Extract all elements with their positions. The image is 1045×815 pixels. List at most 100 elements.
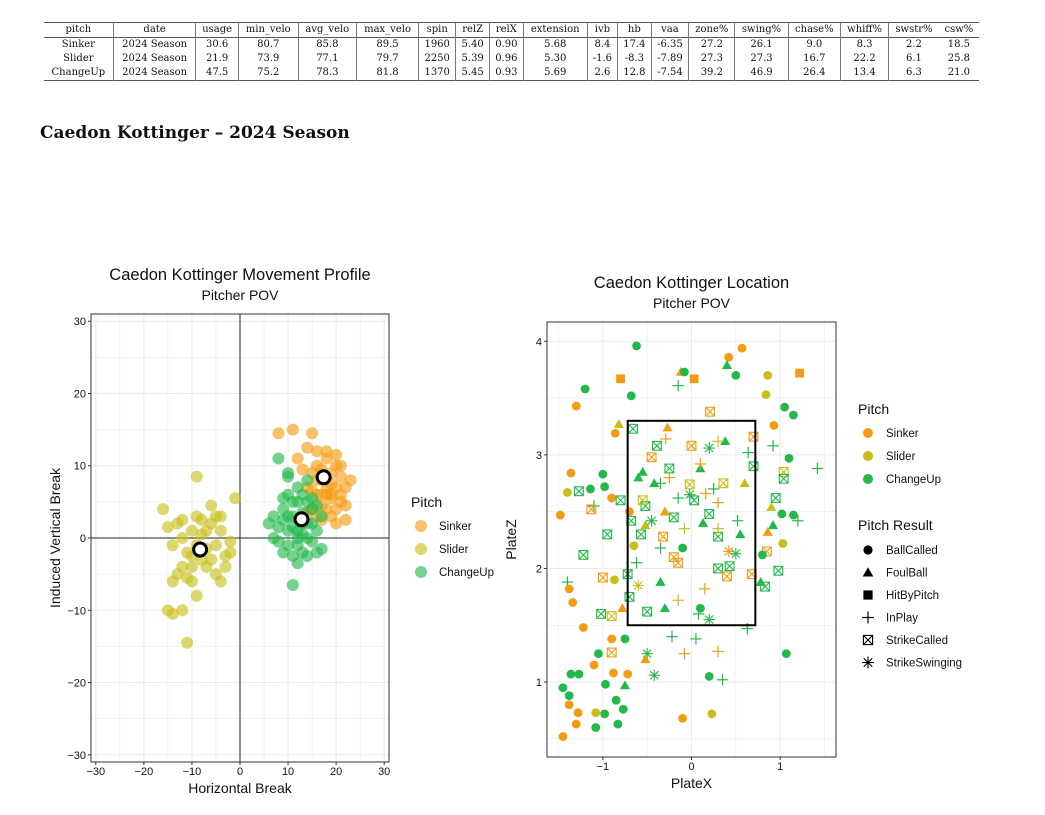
location-point: [704, 671, 714, 681]
location-point: [724, 352, 734, 362]
location-point: [601, 679, 610, 689]
location-point: [602, 529, 613, 540]
location-point: [712, 522, 724, 535]
location-point: [699, 583, 711, 595]
location-point: [712, 645, 724, 658]
location-point: [737, 343, 747, 353]
location-point: [766, 502, 777, 511]
location-point: [678, 713, 688, 723]
location-point: [623, 669, 633, 679]
table-cell: 26.4: [788, 66, 842, 81]
movement-point: [325, 488, 338, 501]
table-cell: Slider: [44, 52, 114, 66]
location-point: [632, 579, 645, 592]
table-cell: 78.3: [298, 66, 358, 81]
table-cell: 18.5: [947, 39, 971, 50]
column-header: csw%: [944, 24, 974, 35]
location-point: [607, 634, 617, 644]
table-cell: 22.2: [840, 52, 890, 66]
location-point: [735, 529, 746, 539]
table-cell: 39.2: [688, 66, 736, 81]
movement-point: [166, 539, 179, 552]
y-tick-label: −30: [67, 750, 86, 762]
location-point: [718, 478, 729, 489]
movement-point: [176, 604, 189, 617]
location-point: [767, 520, 779, 530]
location-point: [663, 471, 676, 484]
movement-point: [334, 470, 347, 483]
movement-point: [301, 441, 314, 454]
legend-label: BallCalled: [886, 545, 938, 557]
legend-symbol: [863, 545, 873, 555]
location-point: [610, 428, 620, 438]
table-cell: 27.3: [688, 52, 736, 66]
x-tick-label: 0: [688, 761, 694, 773]
location-point: [707, 483, 720, 495]
location-point: [640, 654, 651, 664]
location-point: [591, 723, 601, 732]
x-axis-label: Horizontal Break: [188, 780, 292, 796]
movement-point: [181, 636, 194, 649]
location-point: [704, 508, 715, 519]
location-point: [609, 668, 618, 678]
movement-point: [320, 445, 333, 458]
location-point: [748, 431, 759, 442]
location-point: [654, 477, 667, 489]
movement-point: [185, 524, 198, 537]
movement-point: [272, 427, 285, 440]
location-point: [598, 469, 608, 479]
location-point: [689, 374, 699, 384]
movement-point: [315, 510, 328, 523]
column-header: swing%: [734, 22, 789, 38]
table-cell: 12.8: [617, 66, 652, 81]
location-point: [649, 478, 660, 488]
location-point: [566, 669, 576, 679]
location-point: [684, 479, 695, 490]
movement-point: [291, 452, 304, 465]
location-point: [637, 466, 648, 476]
table-cell: 46.9: [734, 66, 789, 81]
chart-subtitle: Pitcher POV: [653, 295, 731, 311]
location-point: [721, 360, 733, 369]
location-point: [619, 680, 631, 690]
location-point: [672, 492, 684, 504]
location-point: [707, 709, 717, 719]
movement-point: [310, 445, 323, 458]
movement-point: [330, 448, 343, 461]
location-point: [617, 603, 628, 613]
legend-label: InPlay: [886, 613, 918, 625]
location-point: [616, 374, 625, 384]
location-point: [578, 623, 588, 632]
column-header: chase%: [788, 22, 842, 38]
location-point: [703, 442, 715, 454]
location-point: [626, 391, 636, 401]
location-point: [659, 603, 670, 613]
legend-label: HitByPitch: [886, 590, 939, 602]
table-cell: 89.5: [356, 37, 420, 52]
table-cell: 2.2: [906, 39, 922, 50]
location-point: [568, 598, 578, 607]
table-cell: 2024 Season: [113, 37, 197, 52]
movement-point: [176, 532, 189, 544]
location-point: [705, 406, 716, 417]
strike-zone: [626, 419, 757, 627]
legend-symbol: [862, 656, 874, 669]
table-cell: 5.68: [523, 37, 588, 52]
location-point: [659, 506, 670, 516]
column-header: pitch: [44, 22, 114, 38]
location-point: [646, 452, 657, 463]
location-point: [758, 550, 767, 560]
location-point: [795, 368, 805, 378]
table-cell: 73.9: [238, 52, 299, 66]
location-point: [600, 482, 610, 492]
movement-point: [224, 546, 237, 559]
movement-point: [214, 510, 227, 523]
location-point: [591, 708, 601, 718]
location-point: [580, 384, 590, 394]
movement-point: [330, 517, 343, 530]
location-point: [668, 552, 679, 563]
column-header: ivb: [587, 22, 619, 38]
location-point: [712, 435, 724, 447]
column-header: spin: [418, 22, 457, 38]
location-point: [668, 512, 679, 523]
